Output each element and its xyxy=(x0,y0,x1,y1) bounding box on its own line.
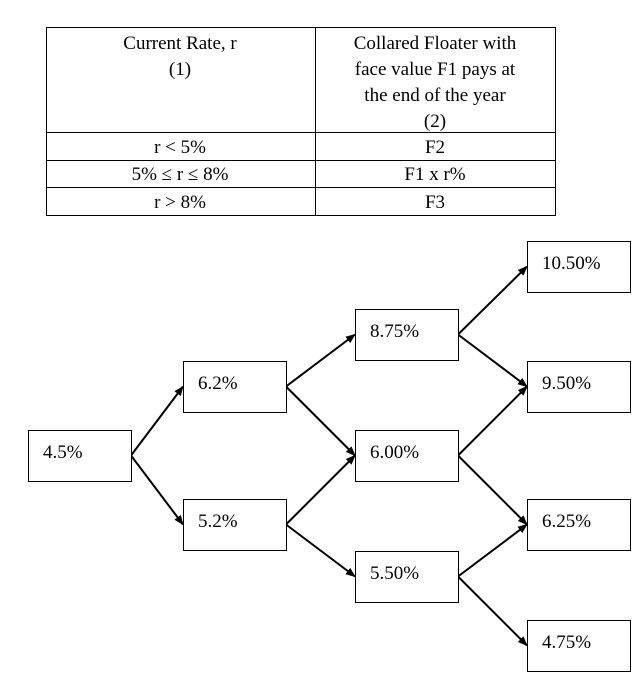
node-label: 5.50% xyxy=(370,563,419,584)
node-box xyxy=(527,361,631,413)
arrow xyxy=(457,265,528,336)
node-box xyxy=(527,499,631,551)
arrow xyxy=(285,385,356,457)
node-box xyxy=(355,551,459,603)
node-label: 6.2% xyxy=(198,373,238,394)
header-text: Collared Floater with xyxy=(354,33,517,54)
table xyxy=(46,27,556,216)
arrow xyxy=(130,454,184,526)
arrow xyxy=(285,333,356,388)
node-label: 4.75% xyxy=(542,632,591,653)
cell-text: F2 xyxy=(425,137,445,158)
node-box xyxy=(527,620,631,672)
node-box xyxy=(527,241,631,293)
cell-text: r > 8% xyxy=(154,192,206,213)
header-text: the end of the year xyxy=(364,85,506,106)
arrow xyxy=(285,454,356,526)
node-label: 8.75% xyxy=(370,321,419,342)
header-text: (2) xyxy=(424,111,446,132)
header-text: Current Rate, r xyxy=(123,33,237,54)
node-label: 6.25% xyxy=(542,511,591,532)
header-text: (1) xyxy=(169,59,191,80)
node-label: 9.50% xyxy=(542,373,591,394)
node-box xyxy=(355,430,459,482)
node-box xyxy=(355,309,459,361)
cell-text: F1 x r% xyxy=(404,164,465,185)
node-label: 10.50% xyxy=(542,253,601,274)
node-label: 4.5% xyxy=(43,442,83,463)
arrow xyxy=(457,575,528,647)
node-label: 6.00% xyxy=(370,442,419,463)
arrow xyxy=(457,523,528,578)
node-box xyxy=(183,499,287,551)
cell-text: 5% ≤ r ≤ 8% xyxy=(132,164,229,185)
cell-text: F3 xyxy=(425,192,445,213)
arrow xyxy=(457,385,528,457)
arrow xyxy=(457,333,528,388)
cell-text: r < 5% xyxy=(154,137,206,158)
arrow xyxy=(130,385,184,457)
node-box xyxy=(28,430,132,482)
header-text: face value F1 pays at xyxy=(355,59,516,80)
node-label: 5.2% xyxy=(198,511,238,532)
arrow xyxy=(285,523,356,578)
node-box xyxy=(183,361,287,413)
arrow xyxy=(457,454,528,526)
